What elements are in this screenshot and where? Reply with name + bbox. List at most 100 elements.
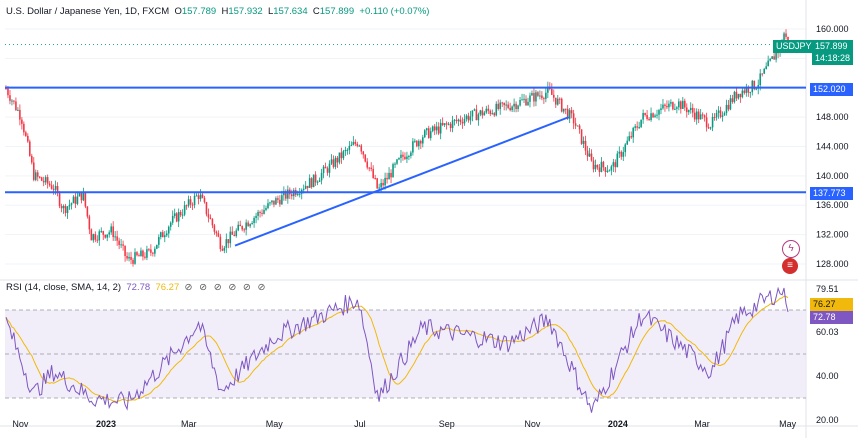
rsi-sma-tag: 76.27 xyxy=(810,298,853,311)
rsi-label[interactable]: RSI (14, close, SMA, 14, 2) xyxy=(6,282,122,293)
candle-body xyxy=(447,123,450,125)
candle-body xyxy=(739,93,742,98)
candle-body xyxy=(146,249,148,258)
candle-body xyxy=(376,178,378,189)
candle-body xyxy=(620,151,623,157)
candle-body xyxy=(302,188,305,190)
candle-body xyxy=(64,205,67,214)
candle-body xyxy=(44,177,47,183)
candle-body xyxy=(422,137,424,144)
candle-body xyxy=(707,127,710,129)
symbol-title[interactable]: U.S. Dollar / Japanese Yen, 1D, FXCM xyxy=(6,6,170,17)
rsi-line xyxy=(5,286,789,413)
candle-body xyxy=(610,166,613,171)
candle-body xyxy=(207,214,210,218)
candle-body xyxy=(328,163,331,173)
candle-body xyxy=(646,114,648,119)
candle-body xyxy=(195,195,198,197)
candle-body xyxy=(588,153,591,157)
candle-body xyxy=(437,126,440,134)
candle-body xyxy=(316,181,319,183)
candle-body xyxy=(273,200,275,205)
candle-body xyxy=(612,162,615,167)
candle-body xyxy=(352,141,355,145)
candle-body xyxy=(614,162,617,168)
candle-body xyxy=(364,154,367,162)
candle-body xyxy=(590,153,593,161)
candle-body xyxy=(501,102,503,104)
candle-body xyxy=(459,119,462,122)
candle-body xyxy=(165,233,168,236)
candle-body xyxy=(70,203,73,205)
candle-body xyxy=(142,250,144,257)
lightning-icon[interactable]: ϟ xyxy=(782,240,800,258)
candle-body xyxy=(672,102,674,110)
candle-body xyxy=(88,216,91,230)
candle-body xyxy=(608,170,611,172)
candle-body xyxy=(489,110,492,114)
candle-body xyxy=(368,167,371,169)
candle-body xyxy=(130,256,132,260)
candle-body xyxy=(745,87,748,93)
close-label: C xyxy=(312,6,320,17)
candle-body xyxy=(175,213,178,222)
candle-body xyxy=(715,112,718,118)
candle-body xyxy=(735,91,738,99)
candle-body xyxy=(60,206,63,209)
candle-body xyxy=(271,200,273,203)
candle-body xyxy=(666,105,668,108)
candle-body xyxy=(642,113,644,120)
date-tick-label: 2024 xyxy=(608,419,628,429)
candle-body xyxy=(527,101,529,106)
candle-body xyxy=(477,114,480,121)
candle-body xyxy=(453,119,456,121)
candle-body xyxy=(580,129,583,144)
candle-body xyxy=(481,110,484,116)
candle-body xyxy=(124,245,126,257)
candle-body xyxy=(545,92,547,99)
candle-body xyxy=(433,126,436,131)
candle-body xyxy=(664,104,666,106)
candle-body xyxy=(342,151,345,159)
candle-body xyxy=(217,233,220,237)
candle-body xyxy=(469,116,472,121)
candle-body xyxy=(173,213,176,217)
candle-body xyxy=(350,144,353,146)
candle-body xyxy=(100,231,103,233)
candle-body xyxy=(225,239,228,248)
candle-body xyxy=(334,157,337,167)
price-tick-label: 144.000 xyxy=(816,142,849,152)
candle-body xyxy=(517,105,519,110)
price-tick-label: 128.000 xyxy=(816,259,849,269)
candle-body xyxy=(771,56,773,59)
candle-body xyxy=(541,95,543,99)
candle-body xyxy=(547,86,549,93)
candle-body xyxy=(219,236,222,250)
candle-body xyxy=(84,192,87,207)
candle-body xyxy=(114,236,116,238)
candle-body xyxy=(523,98,525,100)
candle-body xyxy=(308,178,311,188)
candle-body xyxy=(554,97,557,105)
candle-body xyxy=(304,185,307,189)
candle-body xyxy=(78,192,81,197)
candle-body xyxy=(382,182,384,186)
candle-body xyxy=(676,107,678,109)
candle-body xyxy=(291,194,293,197)
candle-body xyxy=(396,159,398,164)
candle-body xyxy=(693,112,696,120)
us-flag-icon[interactable]: ≡ xyxy=(782,258,798,274)
hidden-icons[interactable]: ⊘ ⊘ ⊘ ⊘ ⊘ ⊘ xyxy=(184,282,268,293)
candle-body xyxy=(586,150,589,157)
candle-body xyxy=(136,252,138,256)
candle-body xyxy=(13,100,15,102)
candle-body xyxy=(687,110,690,113)
candle-body xyxy=(576,125,579,127)
candle-body xyxy=(525,98,527,106)
candle-body xyxy=(144,256,146,258)
candle-body xyxy=(296,193,299,195)
candle-body xyxy=(705,117,708,128)
candle-body xyxy=(380,182,382,188)
candle-body xyxy=(636,126,638,128)
